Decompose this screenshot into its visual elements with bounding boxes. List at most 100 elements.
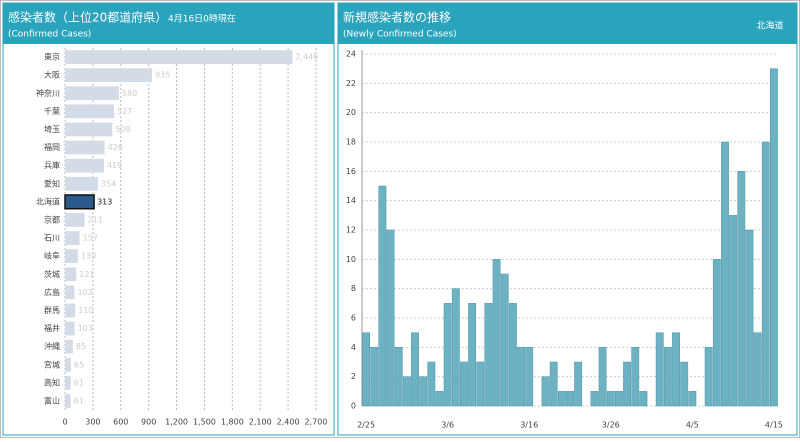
- y-tick-label: 0: [351, 402, 356, 411]
- data-label: 211: [88, 215, 103, 224]
- bar: [484, 303, 493, 407]
- bar: [386, 229, 395, 407]
- bar: [655, 332, 664, 407]
- bar: [745, 229, 754, 407]
- y-tick-label: 千葉: [44, 106, 60, 116]
- x-tick-label: 2,100: [249, 418, 272, 427]
- bar: [680, 361, 689, 407]
- bar: [549, 361, 558, 407]
- data-label: 419: [107, 161, 122, 170]
- bar: [476, 361, 485, 407]
- x-tick-label: 3/6: [441, 421, 454, 430]
- data-label: 509: [115, 125, 130, 134]
- bar: [65, 394, 71, 408]
- bar: [65, 50, 293, 64]
- x-tick-label: 3/16: [520, 421, 538, 430]
- data-label: 354: [101, 179, 116, 188]
- y-tick-label: 沖縄: [44, 341, 60, 351]
- bar: [492, 259, 501, 407]
- x-tick-label: 1,200: [165, 418, 188, 427]
- bar: [688, 391, 697, 407]
- x-tick-label: 4/5: [686, 421, 699, 430]
- data-label: 103: [78, 324, 93, 333]
- y-tick-label: 群馬: [44, 305, 60, 315]
- bar: [615, 391, 623, 407]
- bar: [721, 141, 729, 407]
- x-tick-label: 300: [85, 418, 100, 427]
- chart-title: 感染者数（上位20都道府県）: [8, 10, 167, 25]
- bar: [65, 285, 75, 300]
- y-tick-label: 福井: [44, 323, 60, 333]
- x-tick-label: 3/26: [602, 421, 620, 430]
- bar: [370, 347, 379, 407]
- right-header: [338, 3, 797, 44]
- bar: [729, 215, 738, 407]
- bar: [639, 391, 648, 407]
- data-label: 65: [74, 360, 84, 369]
- data-label: 580: [122, 89, 137, 98]
- y-tick-label: 大阪: [44, 70, 60, 80]
- y-tick-label: 東京: [44, 52, 60, 62]
- bar: [500, 273, 509, 407]
- bar: [574, 361, 583, 407]
- bar: [525, 347, 534, 407]
- bar: [557, 391, 566, 407]
- bar: [451, 288, 460, 407]
- bar: [64, 194, 95, 210]
- x-tick-label: 1,500: [193, 418, 216, 427]
- data-label: 85: [76, 342, 86, 351]
- y-tick-label: 高知: [44, 377, 60, 387]
- bar: [761, 141, 770, 407]
- y-tick-label: 6: [351, 314, 356, 323]
- bar: [631, 347, 640, 407]
- y-tick-label: 京都: [44, 214, 60, 224]
- bar: [65, 249, 78, 264]
- y-tick-label: 16: [346, 167, 356, 176]
- y-tick-label: 茨城: [44, 269, 60, 279]
- bar: [65, 375, 71, 390]
- chart-title: 新規感染者数の推移: [343, 10, 451, 25]
- data-label: 313: [97, 197, 112, 206]
- x-tick-label: 2,700: [305, 418, 328, 427]
- y-tick-label: 福岡: [44, 143, 60, 152]
- bar: [663, 347, 672, 407]
- bar: [704, 347, 713, 407]
- annotation: 4月16日0時現在: [168, 13, 236, 25]
- x-tick-label: 0: [62, 418, 67, 427]
- bar: [753, 332, 762, 407]
- y-tick-label: 8: [351, 284, 356, 293]
- y-tick-label: 北海道: [36, 196, 60, 206]
- bar: [460, 361, 468, 407]
- x-tick-label: 2/25: [357, 421, 375, 430]
- y-tick-label: 4: [351, 343, 356, 352]
- y-tick-label: 18: [346, 138, 356, 147]
- bar: [65, 86, 119, 101]
- y-tick-label: 兵庫: [44, 160, 60, 170]
- y-tick-label: 埼玉: [44, 124, 60, 134]
- bar: [737, 171, 746, 407]
- data-label: 2,446: [295, 53, 318, 62]
- x-tick-label: 2,400: [277, 418, 300, 427]
- bar: [65, 176, 98, 191]
- y-tick-label: 2: [351, 372, 356, 381]
- bar: [65, 339, 73, 354]
- data-label: 61: [74, 396, 84, 405]
- bar: [378, 185, 387, 407]
- data-label: 121: [79, 270, 94, 279]
- bar: [508, 303, 517, 407]
- chart-subtitle: (Newly Confirmed Cases): [343, 30, 457, 40]
- y-tick-label: 広島: [44, 287, 60, 297]
- left-panel: [2, 2, 335, 436]
- bar: [427, 361, 436, 407]
- y-tick-label: 愛知: [44, 178, 60, 188]
- bar: [566, 391, 574, 407]
- bar: [770, 68, 778, 407]
- x-tick-label: 900: [141, 418, 156, 427]
- bar: [590, 391, 599, 407]
- bar: [517, 347, 525, 407]
- bar: [65, 158, 104, 173]
- x-tick-label: 4/15: [765, 421, 783, 430]
- y-tick-label: 石川: [44, 234, 60, 243]
- bar: [468, 303, 477, 407]
